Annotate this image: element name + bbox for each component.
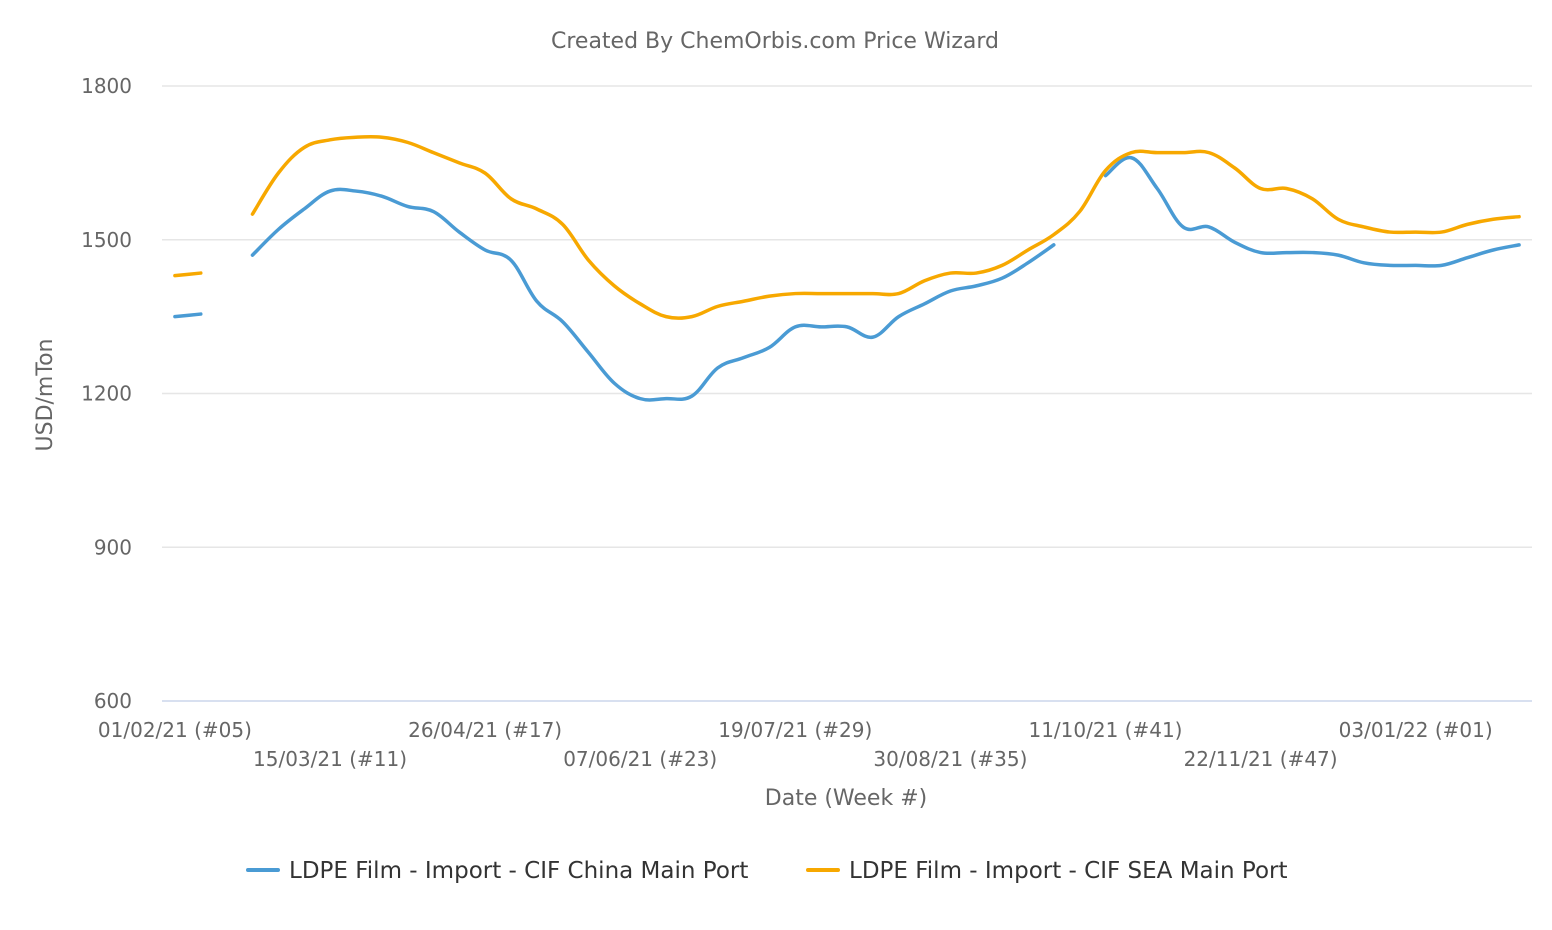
series-cif-sea xyxy=(173,134,1521,320)
y-axis-title: USD/mTon xyxy=(33,339,58,452)
y-tick-label: 1500 xyxy=(81,228,132,252)
y-tick-label: 600 xyxy=(94,689,132,713)
legend-item[interactable]: LDPE Film - Import - CIF China Main Port xyxy=(246,858,748,884)
y-tick-label: 1200 xyxy=(81,382,132,406)
x-tick-label: 26/04/21 (#17) xyxy=(408,718,562,742)
series-line-segment xyxy=(250,187,1056,402)
y-gridlines xyxy=(162,85,1532,702)
x-tick-label: 11/10/21 (#41) xyxy=(1028,718,1182,742)
x-tick-label: 15/03/21 (#11) xyxy=(253,747,407,771)
series-line-segment xyxy=(173,271,203,278)
x-tick-label: 22/11/21 (#47) xyxy=(1184,747,1338,771)
series-lines xyxy=(173,134,1521,402)
y-tick-label: 900 xyxy=(94,535,132,559)
y-axis-ticks: 600 900 1200 1500 1800 xyxy=(81,74,132,713)
x-tick-label: 07/06/21 (#23) xyxy=(563,747,717,771)
legend-label: LDPE Film - Import - CIF SEA Main Port xyxy=(849,858,1288,884)
series-line-segment xyxy=(173,312,203,319)
series-line-segment xyxy=(1103,155,1521,268)
x-tick-label: 03/01/22 (#01) xyxy=(1339,718,1493,742)
series-line-segment xyxy=(250,134,1521,320)
y-tick-label: 1800 xyxy=(81,74,132,98)
x-axis-ticks: 01/02/21 (#05)15/03/21 (#11)26/04/21 (#1… xyxy=(98,718,1493,771)
x-tick-label: 30/08/21 (#35) xyxy=(873,747,1027,771)
series-cif-china xyxy=(173,155,1521,402)
legend: LDPE Film - Import - CIF China Main Port… xyxy=(246,858,1288,884)
x-tick-label: 19/07/21 (#29) xyxy=(718,718,872,742)
x-axis-title: Date (Week #) xyxy=(765,786,927,811)
legend-label: LDPE Film - Import - CIF China Main Port xyxy=(289,858,748,884)
legend-item[interactable]: LDPE Film - Import - CIF SEA Main Port xyxy=(806,858,1288,884)
x-tick-label: 01/02/21 (#05) xyxy=(98,718,252,742)
chart-title: Created By ChemOrbis.com Price Wizard xyxy=(551,29,999,54)
